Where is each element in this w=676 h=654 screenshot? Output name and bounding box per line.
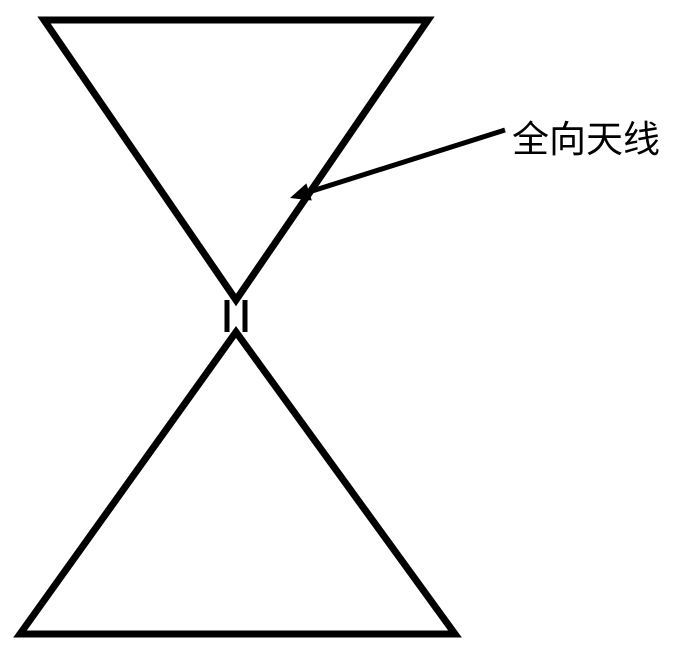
- bottom-cone: [20, 332, 455, 634]
- label-arrow-head: [290, 183, 312, 200]
- diagram-canvas: 全向天线: [0, 0, 676, 654]
- antenna-label: 全向天线: [512, 119, 660, 160]
- top-cone: [44, 20, 428, 300]
